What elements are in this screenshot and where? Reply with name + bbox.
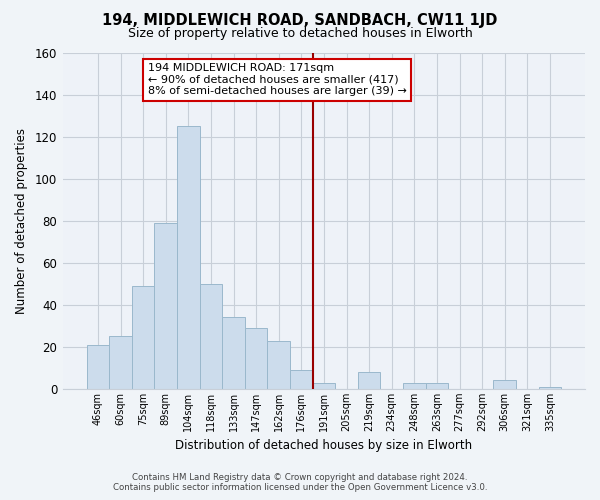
Bar xyxy=(539,387,561,389)
Bar xyxy=(177,126,200,389)
Bar xyxy=(313,382,335,389)
Bar xyxy=(493,380,516,389)
Bar xyxy=(268,340,290,389)
Bar xyxy=(403,382,425,389)
Bar xyxy=(109,336,132,389)
Bar xyxy=(132,286,154,389)
X-axis label: Distribution of detached houses by size in Elworth: Distribution of detached houses by size … xyxy=(175,440,473,452)
Bar xyxy=(154,223,177,389)
Bar xyxy=(290,370,313,389)
Bar xyxy=(425,382,448,389)
Bar xyxy=(86,344,109,389)
Y-axis label: Number of detached properties: Number of detached properties xyxy=(15,128,28,314)
Text: 194, MIDDLEWICH ROAD, SANDBACH, CW11 1JD: 194, MIDDLEWICH ROAD, SANDBACH, CW11 1JD xyxy=(103,12,497,28)
Bar xyxy=(245,328,268,389)
Bar xyxy=(358,372,380,389)
Text: Contains HM Land Registry data © Crown copyright and database right 2024.
Contai: Contains HM Land Registry data © Crown c… xyxy=(113,473,487,492)
Bar xyxy=(200,284,222,389)
Bar xyxy=(222,318,245,389)
Text: Size of property relative to detached houses in Elworth: Size of property relative to detached ho… xyxy=(128,28,472,40)
Text: 194 MIDDLEWICH ROAD: 171sqm
← 90% of detached houses are smaller (417)
8% of sem: 194 MIDDLEWICH ROAD: 171sqm ← 90% of det… xyxy=(148,63,407,96)
